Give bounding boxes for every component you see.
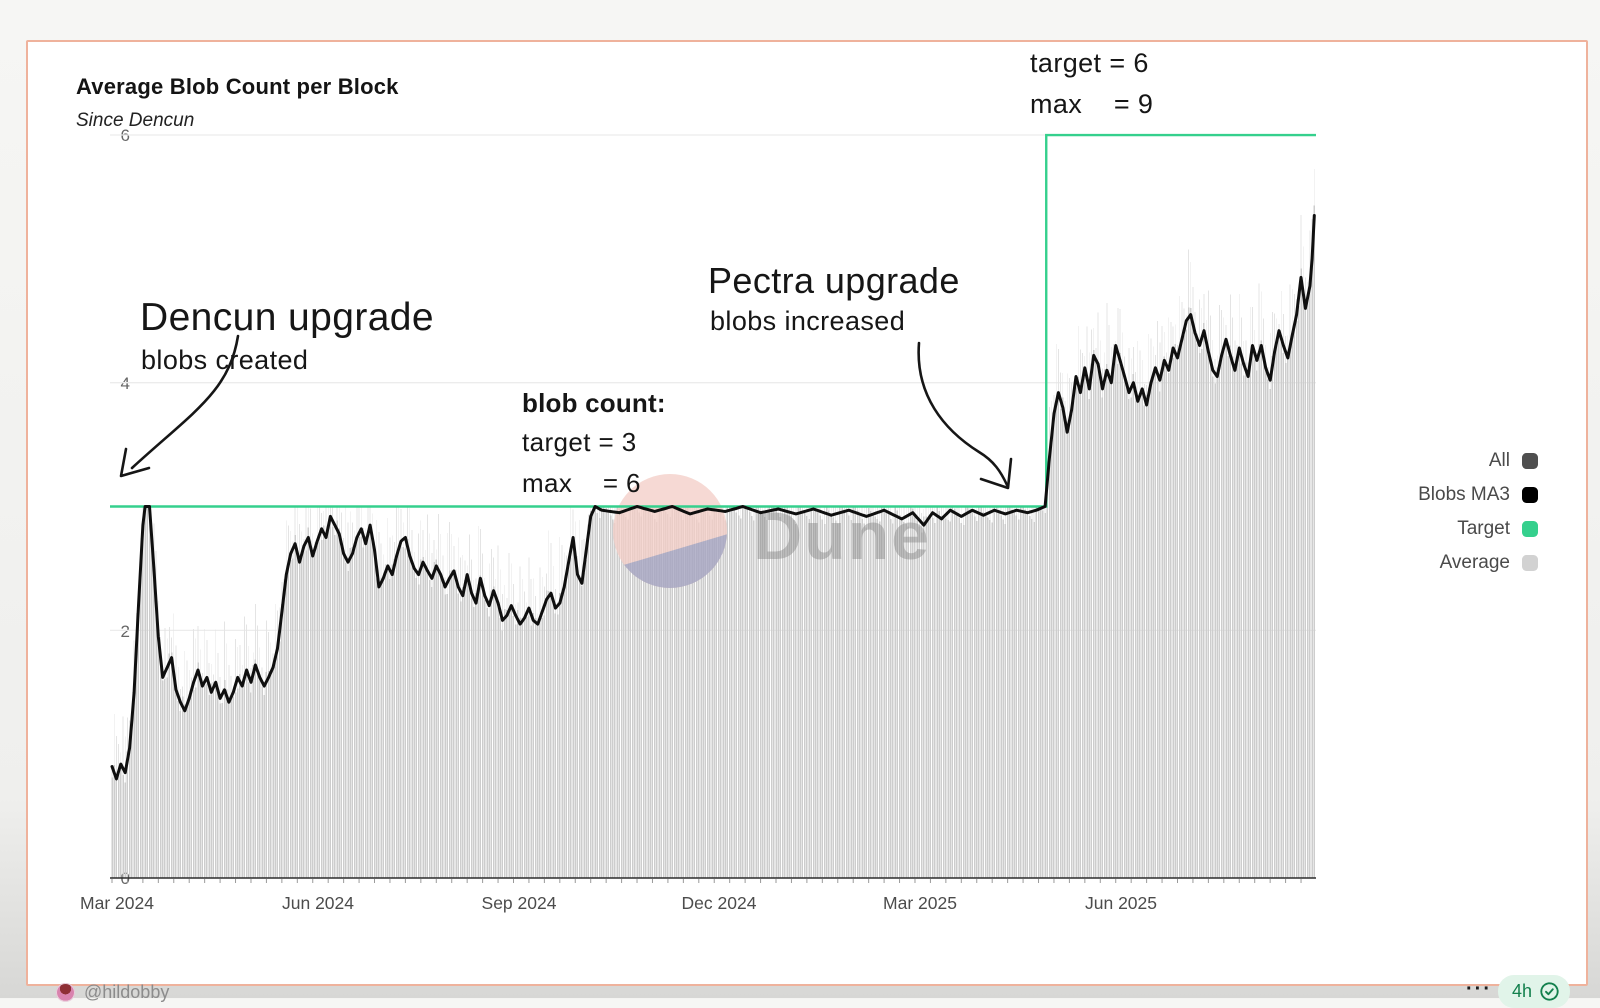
legend-item-target[interactable]: Target [1457,518,1538,540]
page-subtitle: Since Dencun [76,110,195,131]
blob-count-target-line: target = 3 [522,427,637,457]
legend-item-all[interactable]: All [1489,450,1538,472]
x-tick-mar-2025: Mar 2025 [883,893,957,913]
more-menu-icon[interactable]: ··· [1466,978,1492,1000]
legend-swatch-target-icon [1522,521,1538,537]
author-row[interactable]: @hildobby [56,982,169,1003]
post-pectra-max-line: max = 9 [1030,89,1154,119]
legend-swatch-all-icon [1522,453,1538,469]
blob-count-heading: blob count: [522,388,666,418]
pectra-arrowhead [979,457,1013,490]
x-tick-jun-2025: Jun 2025 [1084,893,1158,913]
pectra-annotation-subtitle: blobs increased [710,306,906,336]
badge-time-label: 4h [1512,981,1533,1001]
x-axis [110,877,1316,883]
legend-label-blobs-ma3: Blobs MA3 [1418,484,1510,505]
x-tick-sep-2024: Sep 2024 [481,893,557,913]
legend-item-blobs-ma3[interactable]: Blobs MA3 [1418,484,1538,506]
x-tick-dec-2024: Dec 2024 [681,893,757,913]
dencun-annotation-subtitle: blobs created [141,345,309,375]
average-bars [111,205,1316,879]
y-tick-2: 2 [120,622,130,641]
post-pectra-target-line: target = 6 [1030,48,1149,78]
x-tick-mar-2024: Mar 2024 [80,893,154,913]
x-tick-jun-2024: Jun 2024 [281,893,355,913]
legend-item-average[interactable]: Average [1440,552,1538,574]
dencun-arrowhead [119,447,151,478]
pectra-annotation-title: Pectra upgrade [708,260,960,301]
avatar [56,983,75,1002]
target-line [110,133,1316,508]
legend: All Blobs MA3 Target Average [1418,450,1538,574]
pectra-arrow [917,341,1009,487]
legend-label-all: All [1488,450,1510,471]
author-handle: @hildobby [84,982,170,1002]
legend-label-target: Target [1457,518,1510,539]
legend-swatch-blobs-ma3-icon [1522,487,1538,503]
y-tick-4: 4 [120,374,130,393]
legend-label-average: Average [1439,552,1510,573]
blobs-ma3-line [110,214,1316,781]
dencun-arrow [130,334,240,470]
page-title: Average Blob Count per Block [76,74,399,99]
legend-swatch-average-icon [1522,555,1538,571]
blob-count-max-line: max = 6 [522,468,641,498]
dencun-annotation-title: Dencun upgrade [140,296,434,339]
